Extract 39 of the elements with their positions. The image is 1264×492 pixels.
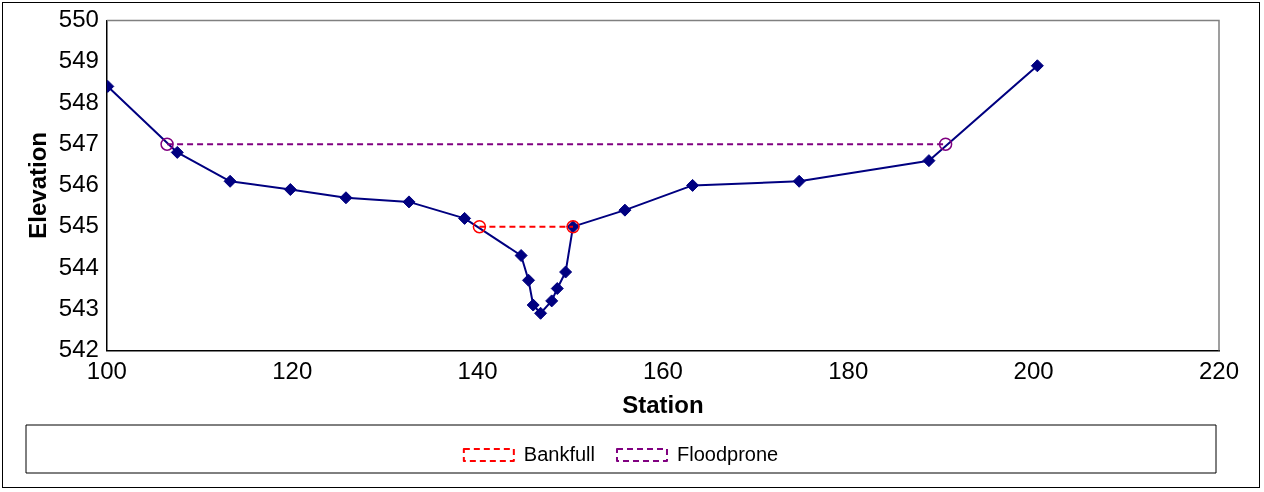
x-tick-label: 140	[457, 357, 498, 385]
y-tick-label: 549	[58, 46, 99, 74]
point	[1030, 59, 1044, 73]
y-tick-label: 545	[58, 211, 99, 239]
y-tick-label: 546	[58, 170, 99, 198]
point	[223, 174, 237, 188]
y-axis-title: Elevation	[24, 132, 52, 239]
point	[526, 298, 540, 312]
point	[402, 195, 416, 209]
point	[170, 145, 184, 159]
point	[618, 203, 632, 217]
y-tick-label: 550	[58, 5, 99, 33]
y-tick-label: 543	[58, 293, 99, 321]
x-tick-label: 200	[1013, 357, 1054, 385]
x-tick-label: 220	[1198, 357, 1240, 385]
point	[550, 282, 564, 296]
point	[458, 211, 472, 225]
point	[922, 154, 936, 168]
point	[339, 191, 353, 205]
point	[472, 219, 487, 234]
point	[534, 306, 548, 320]
legend-label: Floodprone	[676, 442, 779, 465]
y-tick-label: 548	[58, 87, 99, 115]
point	[792, 174, 806, 188]
y-tick-label: 544	[58, 252, 99, 280]
point	[559, 265, 573, 279]
point	[160, 137, 174, 151]
x-tick-label: 160	[642, 357, 683, 385]
point	[938, 137, 953, 151]
x-tick-label: 180	[828, 357, 869, 385]
point	[514, 249, 528, 263]
point	[686, 178, 700, 192]
x-axis-title: Station	[622, 391, 704, 419]
y-tick-label: 547	[58, 128, 99, 156]
legend-label: Bankfull	[523, 442, 595, 465]
point	[545, 294, 559, 308]
point	[522, 273, 536, 287]
point	[283, 183, 297, 197]
x-tick-label: 120	[272, 357, 313, 385]
